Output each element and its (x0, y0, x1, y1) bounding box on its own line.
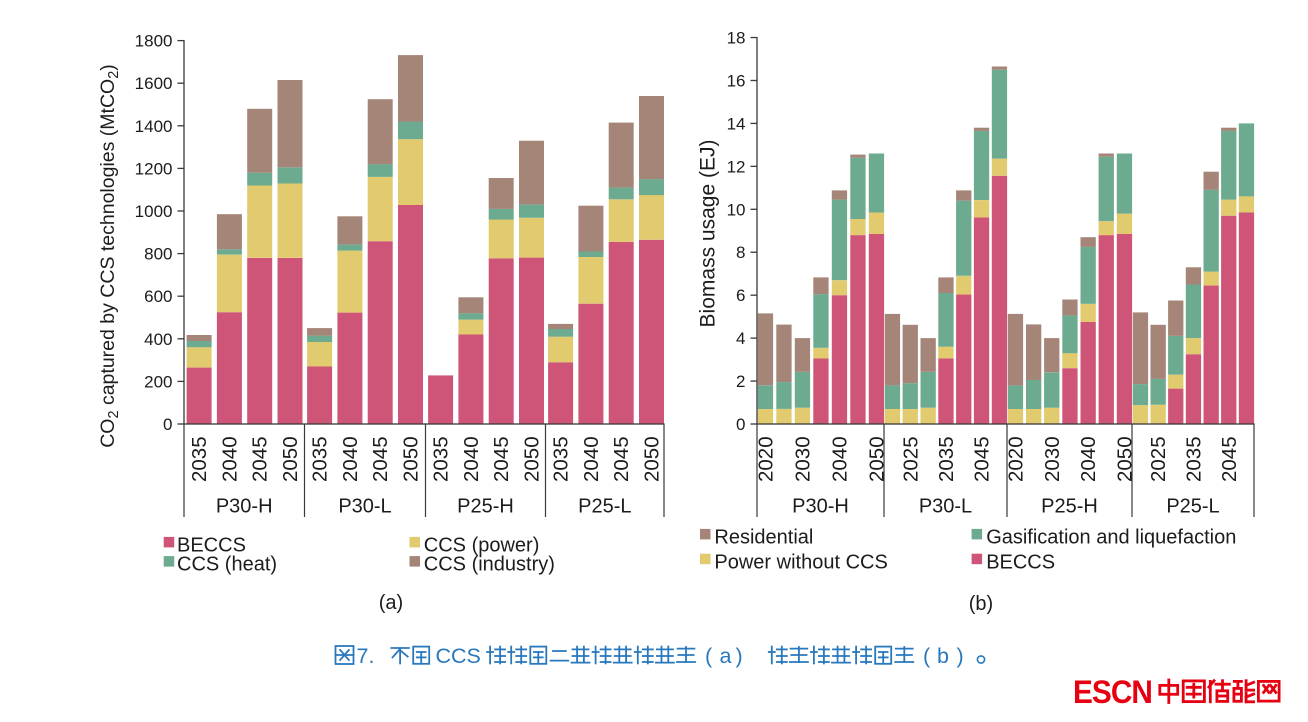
svg-text:CCS (heat): CCS (heat) (177, 554, 277, 576)
svg-text:2030: 2030 (1041, 436, 1064, 482)
svg-text:2045: 2045 (1218, 436, 1241, 482)
svg-text:a: a (720, 644, 732, 668)
svg-text:): ) (957, 644, 964, 668)
svg-text:12: 12 (727, 157, 746, 176)
svg-text:2050: 2050 (865, 436, 888, 482)
svg-text:7.: 7. (357, 644, 375, 668)
svg-text:BECCS: BECCS (986, 551, 1055, 573)
svg-text:2025: 2025 (899, 436, 922, 482)
svg-text:2040: 2040 (339, 436, 362, 482)
svg-text:2035: 2035 (309, 436, 332, 482)
svg-text:2040: 2040 (580, 436, 603, 482)
svg-text:Power without CCS: Power without CCS (714, 551, 887, 573)
svg-text:(b): (b) (969, 593, 993, 615)
svg-text:1800: 1800 (135, 32, 173, 51)
svg-text:800: 800 (144, 245, 172, 264)
svg-text:Gasification and liquefaction: Gasification and liquefaction (986, 527, 1236, 549)
svg-text:b: b (937, 644, 949, 668)
svg-text:BECCS: BECCS (177, 535, 246, 557)
svg-text:2020: 2020 (1004, 436, 1027, 482)
svg-text:2050: 2050 (521, 436, 544, 482)
svg-text:10: 10 (727, 200, 746, 219)
svg-text:2035: 2035 (188, 436, 211, 482)
svg-text:2040: 2040 (1077, 436, 1100, 482)
svg-text:2045: 2045 (490, 436, 513, 482)
svg-text:400: 400 (144, 330, 172, 349)
svg-text:2035: 2035 (550, 436, 573, 482)
svg-text:18: 18 (727, 29, 746, 48)
svg-text:P25-H: P25-H (1041, 496, 1098, 518)
svg-text:CCS (power): CCS (power) (424, 535, 540, 557)
svg-text:2035: 2035 (430, 436, 453, 482)
svg-text:2045: 2045 (610, 436, 633, 482)
svg-text:2040: 2040 (218, 436, 241, 482)
svg-text:P30-L: P30-L (919, 496, 972, 518)
svg-text:0: 0 (736, 415, 745, 434)
svg-text:CCS (industry): CCS (industry) (424, 554, 555, 576)
svg-text:Residential: Residential (714, 527, 813, 549)
svg-text:(a): (a) (379, 592, 403, 614)
svg-text:P30-H: P30-H (216, 496, 273, 518)
svg-text:2045: 2045 (369, 436, 392, 482)
svg-text:16: 16 (727, 72, 746, 91)
svg-text:P30-L: P30-L (338, 496, 391, 518)
svg-text:4: 4 (736, 329, 745, 348)
svg-text:2045: 2045 (971, 436, 994, 482)
svg-text:8: 8 (736, 243, 745, 262)
svg-text:2035: 2035 (1183, 436, 1206, 482)
svg-text:): ) (736, 644, 743, 668)
svg-text:2035: 2035 (935, 436, 958, 482)
svg-text:2030: 2030 (791, 436, 814, 482)
svg-text:6: 6 (736, 286, 745, 305)
svg-text:Biomass usage (EJ): Biomass usage (EJ) (697, 140, 720, 328)
svg-text:2050: 2050 (400, 436, 423, 482)
svg-text:ESCN: ESCN (1073, 674, 1152, 710)
svg-text:CCS: CCS (436, 644, 481, 668)
svg-text:200: 200 (144, 372, 172, 391)
svg-text:1000: 1000 (135, 202, 173, 221)
svg-text:CO2 captured by CCS technologi: CO2 captured by CCS technologies (MtCO2) (97, 64, 122, 448)
svg-text:(: ( (705, 644, 713, 668)
svg-text:(: ( (923, 644, 931, 668)
svg-text:2050: 2050 (641, 436, 664, 482)
svg-text:P25-L: P25-L (578, 496, 631, 518)
svg-text:2040: 2040 (828, 436, 851, 482)
svg-text:14: 14 (727, 114, 746, 133)
svg-text:2025: 2025 (1147, 436, 1170, 482)
svg-text:2045: 2045 (249, 436, 272, 482)
svg-text:P25-H: P25-H (457, 496, 514, 518)
svg-text:2040: 2040 (460, 436, 483, 482)
svg-text:P30-H: P30-H (792, 496, 849, 518)
svg-text:2050: 2050 (279, 436, 302, 482)
svg-text:1600: 1600 (135, 74, 173, 93)
svg-text:P25-L: P25-L (1166, 496, 1219, 518)
svg-text:2050: 2050 (1114, 436, 1137, 482)
svg-text:0: 0 (163, 415, 172, 434)
svg-text:1200: 1200 (135, 159, 173, 178)
svg-text:1400: 1400 (135, 117, 173, 136)
svg-text:2: 2 (736, 372, 745, 391)
svg-text:600: 600 (144, 287, 172, 306)
svg-text:2020: 2020 (754, 436, 777, 482)
